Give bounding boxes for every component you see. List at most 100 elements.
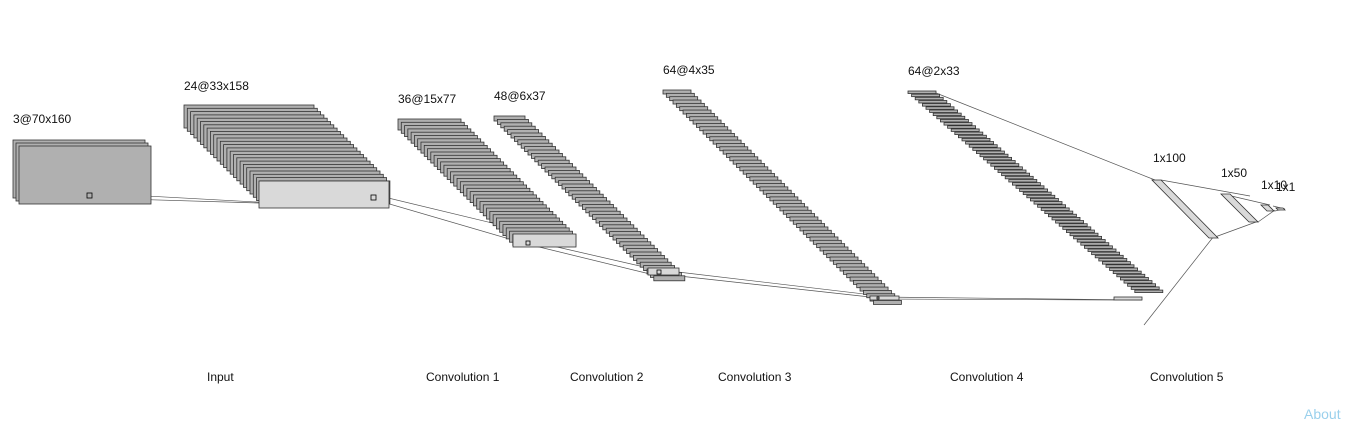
connection-line-14 xyxy=(1226,194,1271,206)
kernel-box-3 xyxy=(656,269,662,275)
layer-dim-label-5: 64@2x33 xyxy=(908,64,960,78)
feature-map-l5-47 xyxy=(1076,239,1106,243)
kernel-box-1 xyxy=(370,194,377,201)
feature-map-l5-57 xyxy=(1112,270,1142,275)
feature-map-l5-20 xyxy=(979,153,1009,158)
feature-map-l5-14 xyxy=(958,134,987,139)
feature-map-l5-11 xyxy=(947,125,976,129)
feature-map-input-2 xyxy=(18,145,152,205)
feature-map-l5-9 xyxy=(940,119,969,123)
feature-map-l5-42 xyxy=(1058,223,1088,227)
feature-map-l5-36 xyxy=(1037,204,1066,208)
feature-map-l5-21 xyxy=(983,156,1012,161)
layer-dim-label-3: 48@6x37 xyxy=(494,89,546,103)
feature-map-l5-56 xyxy=(1109,267,1138,271)
feature-map-l5-6 xyxy=(929,109,958,113)
feature-map-l5-54 xyxy=(1102,261,1131,265)
dense-layer-d1 xyxy=(1151,179,1219,239)
feature-map-l5-39 xyxy=(1048,213,1077,218)
connection-line-7 xyxy=(660,273,871,298)
feature-map-l5-60 xyxy=(1123,280,1153,284)
dense-layer-d3 xyxy=(1260,204,1275,212)
feature-map-l5-37 xyxy=(1040,207,1070,211)
selected-feature-map-l2 xyxy=(512,233,577,248)
feature-map-l5-17 xyxy=(968,144,998,148)
layer-dim-label-input: 3@70x160 xyxy=(13,112,72,126)
feature-map-l5-15 xyxy=(961,137,991,142)
feature-map-stack-l1 xyxy=(183,104,391,209)
feature-map-l5-55 xyxy=(1105,264,1135,268)
feature-map-stack-l5 xyxy=(907,90,1164,301)
dense-dim-label-2: 1x50 xyxy=(1221,166,1247,180)
feature-map-l5-26 xyxy=(1001,172,1030,177)
feature-map-l3-47 xyxy=(653,275,686,282)
feature-map-l5-16 xyxy=(965,141,994,145)
feature-map-l5-19 xyxy=(976,150,1005,154)
feature-map-l5-23 xyxy=(990,163,1020,167)
feature-map-l5-8 xyxy=(936,115,966,120)
feature-map-l5-24 xyxy=(994,166,1023,170)
feature-map-l5-3 xyxy=(918,100,948,104)
kernel-box-0 xyxy=(86,192,93,199)
feature-map-l5-34 xyxy=(1030,198,1059,202)
feature-map-l5-30 xyxy=(1015,185,1045,189)
feature-map-l5-63 xyxy=(1134,289,1164,293)
connection-line-5 xyxy=(530,244,651,275)
connection-line-15 xyxy=(1257,209,1276,223)
feature-map-l5-58 xyxy=(1116,273,1146,278)
feature-map-l5-29 xyxy=(1012,182,1041,186)
connection-line-6 xyxy=(660,269,899,299)
feature-map-l5-38 xyxy=(1044,210,1074,214)
feature-map-stack-l3 xyxy=(493,115,686,282)
feature-map-stack-l4 xyxy=(662,89,902,305)
feature-map-l5-46 xyxy=(1073,235,1102,240)
dense-layer-d4 xyxy=(1275,207,1286,211)
stage-label-conv5: Convolution 5 xyxy=(1150,370,1224,384)
feature-map-l5-31 xyxy=(1019,188,1048,192)
connection-line-11 xyxy=(1143,235,1215,326)
feature-map-stack-l2 xyxy=(397,118,577,248)
dense-dim-label-4: 1x1 xyxy=(1276,180,1296,194)
feature-map-l5-33 xyxy=(1026,194,1056,199)
connection-line-12 xyxy=(1160,179,1251,197)
connection-line-9 xyxy=(878,298,1115,301)
feature-map-stack-input xyxy=(12,139,152,205)
feature-map-l5-49 xyxy=(1084,245,1113,249)
feature-map-l5-13 xyxy=(954,131,984,135)
dense-dim-label-3: 1x10 xyxy=(1261,178,1287,192)
layer-dim-label-2: 36@15x77 xyxy=(398,92,457,106)
about-link[interactable]: About xyxy=(1304,406,1341,422)
connection-line-13 xyxy=(1214,221,1257,238)
stage-label-conv2: Convolution 2 xyxy=(570,370,644,384)
feature-map-l5-41 xyxy=(1055,220,1084,224)
feature-map-l5-10 xyxy=(943,122,973,126)
dense-layer-d2 xyxy=(1220,193,1259,223)
feature-map-l5-40 xyxy=(1051,216,1081,221)
stage-label-conv4: Convolution 4 xyxy=(950,370,1024,384)
feature-map-l5-1 xyxy=(911,93,940,98)
feature-map-l5-61 xyxy=(1127,283,1156,287)
stage-label-input: Input xyxy=(207,370,234,384)
dense-dim-label-1: 1x100 xyxy=(1153,151,1186,165)
connection-line-3 xyxy=(375,199,514,241)
feature-map-l5-62 xyxy=(1130,286,1160,290)
feature-map-l5-27 xyxy=(1004,175,1034,180)
feature-map-l5-12 xyxy=(950,128,980,132)
feature-map-l5-59 xyxy=(1120,277,1149,281)
feature-map-l5-25 xyxy=(997,169,1027,173)
feature-map-l5-43 xyxy=(1062,226,1092,230)
feature-map-l5-7 xyxy=(932,112,962,117)
feature-map-l5-32 xyxy=(1022,191,1052,196)
feature-map-stacks xyxy=(12,89,1164,305)
stage-label-conv3: Convolution 3 xyxy=(718,370,792,384)
connection-lines xyxy=(91,92,1286,326)
feature-map-l5-5 xyxy=(925,106,955,110)
connection-line-8 xyxy=(878,296,1143,301)
feature-map-l5-0 xyxy=(907,90,937,94)
selected-feature-map-l4 xyxy=(869,295,900,301)
feature-map-l5-2 xyxy=(914,96,944,101)
feature-map-l5-45 xyxy=(1069,232,1099,237)
dense-layers xyxy=(1151,179,1286,239)
kernel-box-2 xyxy=(525,240,531,246)
feature-map-l5-52 xyxy=(1094,254,1124,259)
